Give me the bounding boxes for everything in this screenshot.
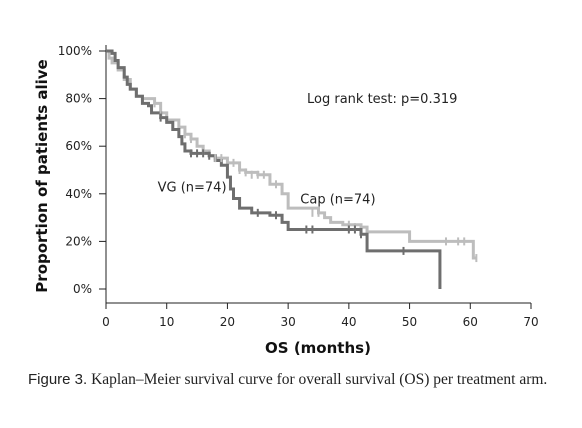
x-tick-label: 50 — [402, 315, 417, 329]
series-label-cap: Cap (n=74) — [300, 192, 375, 207]
y-tick-label: 80% — [65, 92, 92, 106]
x-axis-title: OS (months) — [265, 339, 371, 357]
survival-curve-cap — [106, 49, 477, 260]
x-tick-label: 40 — [341, 315, 356, 329]
x-tick-label: 0 — [102, 315, 110, 329]
x-axis-ticks: 0 10 20 30 40 50 60 70 — [102, 303, 539, 329]
survival-curve-vg — [106, 49, 442, 289]
x-tick-label: 70 — [523, 315, 538, 329]
caption-text: Kaplan–Meier survival curve for overall … — [91, 371, 548, 388]
y-axis-ticks: 0% 20% 40% 60% 80% 100% — [58, 44, 106, 296]
y-tick-label: 40% — [65, 187, 92, 201]
figure-caption: Figure 3. Kaplan–Meier survival curve fo… — [28, 368, 568, 392]
y-tick-label: 100% — [58, 44, 92, 58]
y-tick-label: 20% — [65, 234, 92, 248]
x-tick-label: 20 — [220, 315, 235, 329]
log-rank-annotation: Log rank test: p=0.319 — [307, 92, 457, 107]
x-tick-label: 30 — [281, 315, 296, 329]
chart-axes — [105, 45, 531, 304]
survival-curves — [106, 49, 477, 289]
caption-label: Figure 3. — [28, 371, 88, 388]
y-axis-title: Proportion of patients alive — [33, 59, 51, 292]
y-tick-label: 0% — [73, 282, 92, 296]
series-labels: VG (n=74) Cap (n=74) — [158, 180, 376, 207]
series-label-vg: VG (n=74) — [158, 180, 227, 195]
y-tick-label: 60% — [65, 139, 92, 153]
censor-marks — [153, 99, 478, 263]
x-tick-label: 60 — [463, 315, 478, 329]
x-tick-label: 10 — [159, 315, 174, 329]
